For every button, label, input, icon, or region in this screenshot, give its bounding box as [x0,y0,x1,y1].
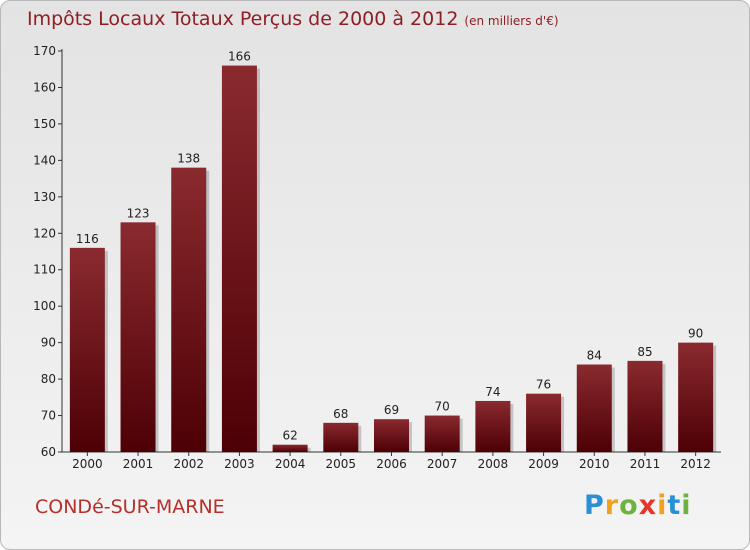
x-tick-label: 2004 [275,457,306,471]
y-tick-label: 170 [33,44,56,58]
commune-name: CONDé-SUR-MARNE [35,496,225,518]
logo-letter: x [638,490,658,521]
bar [678,342,714,452]
bar [627,360,663,452]
bar-value-label: 90 [688,327,703,341]
y-tick-label: 70 [41,409,56,423]
y-tick-label: 100 [33,299,56,313]
bar [424,415,460,452]
x-tick-label: 2008 [478,457,509,471]
chart-title: Impôts Locaux Totaux Perçus de 2000 à 20… [27,8,559,30]
bar-value-label: 69 [384,403,399,417]
x-tick-label: 2011 [630,457,661,471]
bar-value-label: 62 [282,429,297,443]
bar [120,222,156,452]
bar [475,400,511,452]
logo-letter: o [619,490,639,521]
x-tick-label: 2010 [579,457,610,471]
bar [374,419,409,452]
x-tick-label: 2007 [427,457,458,471]
y-tick-label: 140 [33,153,56,167]
bar [69,247,105,452]
proxiti-logo: Proxiti [584,490,692,521]
y-tick-label: 160 [33,80,56,94]
y-tick-label: 130 [33,190,56,204]
bar-value-label: 70 [435,400,450,414]
y-tick-label: 150 [33,117,56,131]
y-tick-label: 90 [41,336,56,350]
bar-value-label: 74 [485,385,500,399]
x-tick-label: 2001 [123,457,154,471]
y-tick-label: 80 [41,372,56,386]
logo-letter: i [681,490,692,521]
chart-title-text: Impôts Locaux Totaux Perçus de 2000 à 20… [27,8,459,30]
logo-letter: r [604,490,620,521]
bar-value-label: 68 [333,407,348,421]
x-tick-label: 2006 [376,457,407,471]
logo-letter: t [667,490,682,521]
x-tick-label: 2012 [680,457,711,471]
chart-unit: (en milliers d'€) [464,14,559,28]
x-tick-label: 2009 [528,457,559,471]
bar [576,364,612,452]
x-tick-label: 2005 [326,457,357,471]
y-tick-label: 120 [33,226,56,240]
bar-value-label: 166 [228,50,251,64]
bar-value-label: 116 [76,232,99,246]
bar [526,393,562,452]
bar-value-label: 84 [587,349,602,363]
bar-value-label: 123 [127,206,150,220]
logo-letter: P [584,490,605,521]
bar-value-label: 85 [637,345,652,359]
bar [221,65,257,452]
bar [171,167,207,452]
x-tick-label: 2003 [224,457,255,471]
logo-letter: i [657,490,668,521]
bar [272,444,308,452]
x-tick-label: 2000 [72,457,103,471]
y-tick-label: 60 [41,445,56,459]
bar-value-label: 76 [536,378,551,392]
y-tick-label: 110 [33,263,56,277]
x-tick-label: 2002 [173,457,204,471]
bar [323,422,359,452]
bar-value-label: 138 [177,152,200,166]
